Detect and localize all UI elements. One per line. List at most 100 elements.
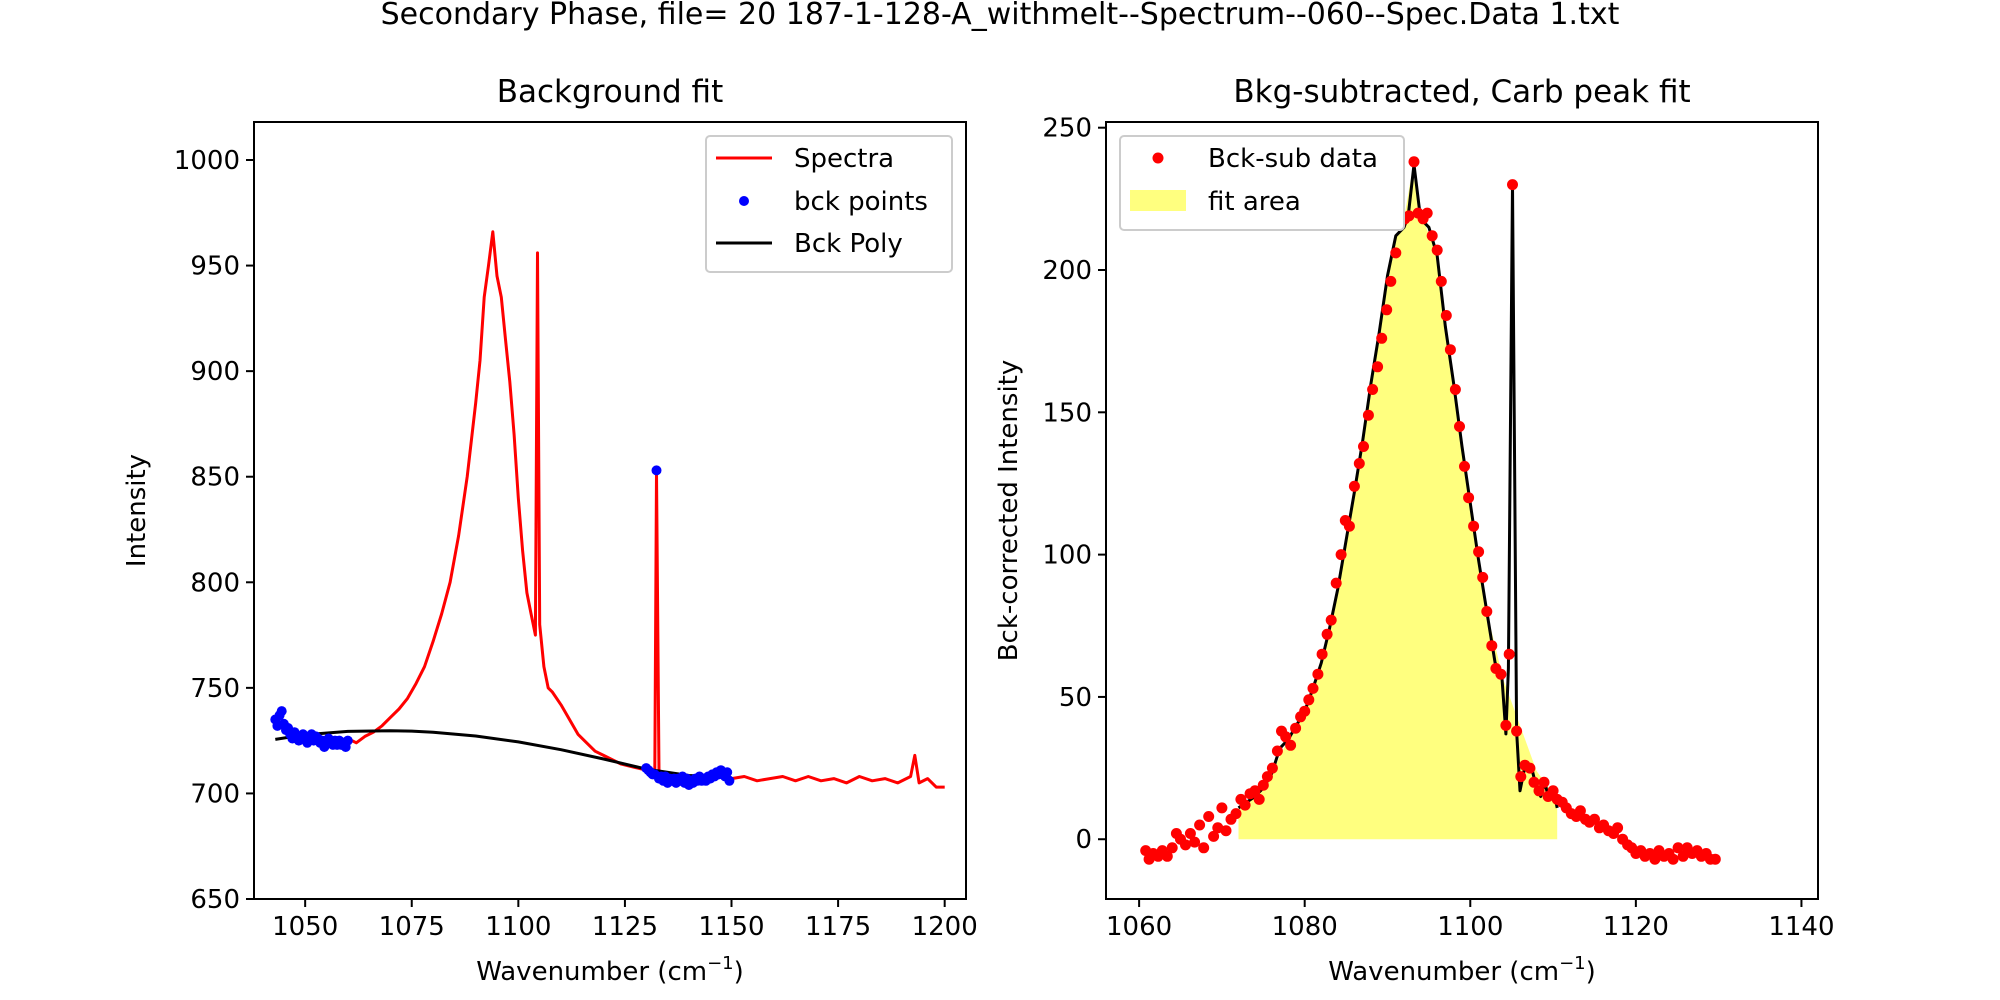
chart-title: Background fit [497,74,723,110]
series-bck-sub-data-point [1385,275,1397,287]
series-bck-sub-data-point [1280,731,1292,743]
series-bck-sub-data-point [1325,614,1337,626]
series-bck-points-point [276,706,287,717]
plot-area [270,230,945,790]
x-axis-label: Wavenumber (cm−1) [1328,953,1596,987]
x-tick-label: 1060 [1106,912,1172,942]
series-bck-points-point [722,767,733,778]
x-axis-label-end: ) [1586,957,1596,987]
series-bck-sub-data-point [1220,825,1232,837]
series-bck-sub-data-point [1348,480,1360,492]
legend-frame [1119,135,1405,231]
series-bck-sub-data-point [1312,668,1324,680]
series-bck-sub-data-point [1367,384,1379,395]
series-bck-sub-data-point [1198,842,1210,854]
chart-title: Bkg-subtracted, Carb peak fit [1233,74,1690,110]
series-bck-sub-data-point [1709,853,1721,865]
series-bck-sub-data-point [1353,458,1365,469]
legend-label: Spectra [794,144,894,174]
series-bck-sub-data-point [1184,828,1196,839]
series-bck-sub-data-point [1440,310,1452,321]
series-bck-sub-data-point [1372,361,1384,373]
series-bck-sub-data-point [1672,842,1684,854]
legend-label: fit area [1208,187,1301,217]
series-bck-sub-data-point [1239,799,1251,811]
series-bck-sub-data-point [1589,813,1600,825]
series-bck-sub-data-point [1321,628,1333,640]
x-tick-label: 1150 [698,912,764,942]
y-tick-label: 200 [1042,256,1092,286]
series-bck-sub-data-point [1403,210,1415,222]
series-bck-sub-data-point [1503,648,1515,660]
series-bck-sub-data-point [1547,785,1559,797]
y-tick-label: 800 [190,568,240,598]
series-bck-sub-data-point [1335,549,1347,561]
series-bck-sub-data-point [1189,836,1201,848]
series-bck-sub-data-point [1408,156,1420,168]
series-bck-sub-data-point [1249,785,1261,797]
series-bck-sub-data-point [1649,853,1661,865]
y-tick-label: 750 [190,674,240,704]
x-tick-label: 1075 [379,912,445,942]
y-tick-label: 1000 [174,146,240,176]
series-bck-sub-data-point [1667,853,1679,865]
figure-suptitle: Secondary Phase, file= 20 187-1-128-A_wi… [381,0,1620,32]
series-bck-sub-data-point [1486,640,1498,652]
legend: Spectra bck points Bck Poly [705,135,953,273]
series-bck-sub-data-point [1500,719,1512,731]
series-bck-sub-data-point [1299,705,1311,717]
series-bck-sub-data-point [1266,762,1278,774]
series-bck-sub-data-point [1431,244,1443,256]
y-tick-label: 150 [1042,398,1092,428]
series-bck-sub-data-point [1574,805,1586,817]
series-bck-sub-data-point [1261,771,1273,783]
series-bck-points-point [342,735,353,746]
y-tick-label: 850 [190,463,240,493]
series-bck-sub-data-point [1343,520,1355,532]
series-bck-sub-data-point [1161,850,1173,862]
series-bck-sub-data-point [1454,421,1465,432]
series-bck-sub-data-point [1208,830,1220,842]
legend-fit-area-swatch [1130,190,1186,211]
series-bck-sub-data-point [1463,492,1475,504]
series-bck-sub-data-point [1538,776,1550,788]
series-bck-sub-data-point [1459,460,1470,472]
legend: Bck-sub data fit area [1119,135,1405,231]
series-bck-sub-data-point [1271,745,1283,757]
legend-frame [705,135,953,273]
y-tick-label: 50 [1059,683,1092,713]
y-tick-label: 700 [190,779,240,809]
axes-frame [253,121,967,900]
series-bck-sub-data-point [1426,230,1438,242]
x-axis-label-sup: −1 [707,953,734,974]
x-axis-label: Wavenumber (cm−1) [476,953,744,987]
series-bck-points-point [724,775,735,786]
legend-label: Bck-sub data [1208,144,1378,174]
x-tick-label: 1050 [272,912,338,942]
x-tick-label: 1100 [1437,912,1503,942]
series-bck-sub-data-point [1307,682,1319,694]
series-bck-sub-data-point [1511,725,1523,737]
series-bck-sub-data-point [1376,332,1388,344]
series-bck-sub-data-point [1180,839,1191,851]
x-axis-label-end: ) [734,957,744,987]
x-axis-label-main: Wavenumber (cm [476,957,707,987]
series-bck-sub-data-point [1390,247,1402,259]
legend-bck-points-swatch [739,196,749,206]
legend-label: Bck Poly [794,229,903,259]
series-bck-sub-data-point [1507,179,1518,191]
series-bck-sub-data-point [1444,344,1456,356]
series-bck-sub-data-point [1257,779,1269,791]
series-bck-sub-data-point [1316,648,1328,660]
series-bck-sub-data-point [1477,571,1489,583]
x-axis-label-sup: −1 [1559,953,1586,974]
series-bck-sub-data-point [1495,668,1507,680]
series-bck-sub-data-point [1473,546,1485,558]
chart-bkg-subtracted-carb-peak-fit: 1060 1080 1100 1120 1140 0 50 100 150 200 250 Bkg-s… [994,74,1835,987]
x-tick-label: 1200 [912,912,978,942]
x-tick-label: 1125 [592,912,658,942]
series-bck-sub-data-point [1528,776,1540,788]
series-bck-sub-data-point [1203,811,1215,822]
series-bck-sub-data-point [1421,207,1433,219]
